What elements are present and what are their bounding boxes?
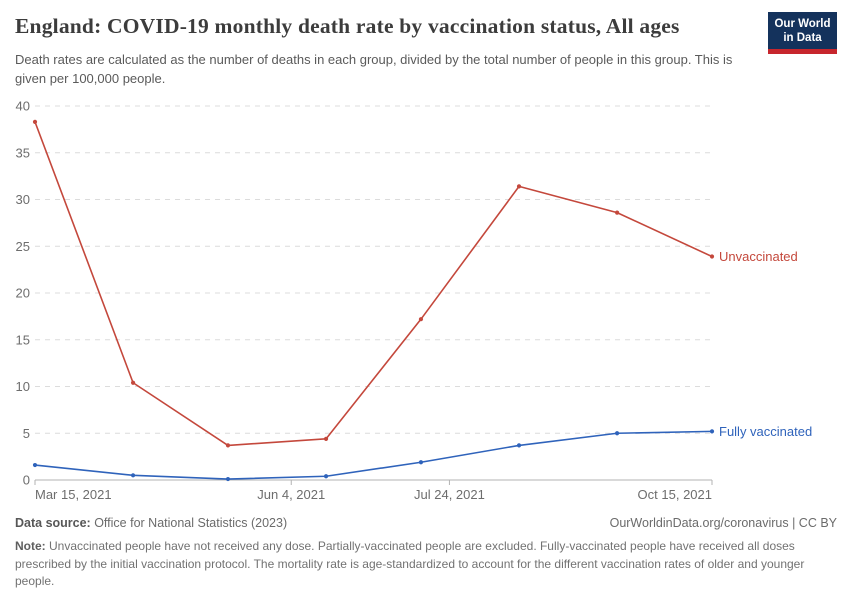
- data-point: [418, 317, 424, 322]
- x-tick-label: Mar 15, 2021: [35, 487, 112, 502]
- data-point: [225, 443, 231, 448]
- series-label-fully-vaccinated: Fully vaccinated: [719, 424, 812, 439]
- data-point: [516, 184, 522, 189]
- y-tick-label: 5: [23, 426, 30, 441]
- data-point: [614, 431, 620, 436]
- data-source-text: Office for National Statistics (2023): [90, 516, 288, 530]
- data-source: Data source: Office for National Statist…: [15, 516, 287, 530]
- y-tick-label: 30: [16, 192, 30, 207]
- data-point: [709, 429, 715, 434]
- series-line-fully-vaccinated: [34, 430, 713, 480]
- note-label: Note:: [15, 539, 46, 553]
- page-title: England: COVID-19 monthly death rate by …: [15, 14, 680, 38]
- data-point: [323, 436, 329, 441]
- data-point: [130, 380, 136, 385]
- footer-row: Data source: Office for National Statist…: [15, 516, 837, 530]
- y-tick-label: 25: [16, 239, 30, 254]
- data-point: [32, 119, 38, 124]
- note-text: Unvaccinated people have not received an…: [15, 539, 805, 588]
- data-point: [130, 473, 136, 478]
- y-tick-label: 40: [16, 99, 30, 114]
- data-point: [614, 210, 620, 215]
- logo-line-1: Our World: [774, 18, 831, 30]
- x-tick-label: Jun 4, 2021: [257, 487, 325, 502]
- chart-subtitle: Death rates are calculated as the number…: [15, 52, 733, 86]
- chart-note: Note: Unvaccinated people have not recei…: [15, 538, 837, 591]
- data-point: [418, 460, 424, 465]
- owid-logo: Our World in Data: [768, 12, 837, 54]
- data-source-label: Data source:: [15, 516, 91, 530]
- logo-line-2: in Data: [783, 31, 822, 44]
- data-point: [323, 474, 329, 479]
- y-tick-label: 0: [23, 473, 30, 488]
- data-point: [709, 254, 715, 259]
- y-tick-label: 10: [16, 379, 30, 394]
- data-point: [32, 462, 38, 468]
- data-point: [516, 443, 522, 448]
- credit-link[interactable]: OurWorldinData.org/coronavirus | CC BY: [609, 516, 837, 530]
- y-tick-label: 15: [16, 332, 30, 347]
- line-chart: 0 5 10 15 20 25 30 35 40 Mar 15, 2021 Jun 4, 2021 J…: [16, 99, 813, 503]
- series-line-unvaccinated: [34, 121, 713, 447]
- x-tick-label: Jul 24, 2021: [414, 487, 485, 502]
- series-label-unvaccinated: Unvaccinated: [719, 249, 798, 264]
- x-tick-label: Oct 15, 2021: [638, 487, 712, 502]
- y-tick-label: 35: [16, 145, 30, 160]
- data-point: [225, 476, 231, 482]
- y-tick-label: 20: [16, 286, 30, 301]
